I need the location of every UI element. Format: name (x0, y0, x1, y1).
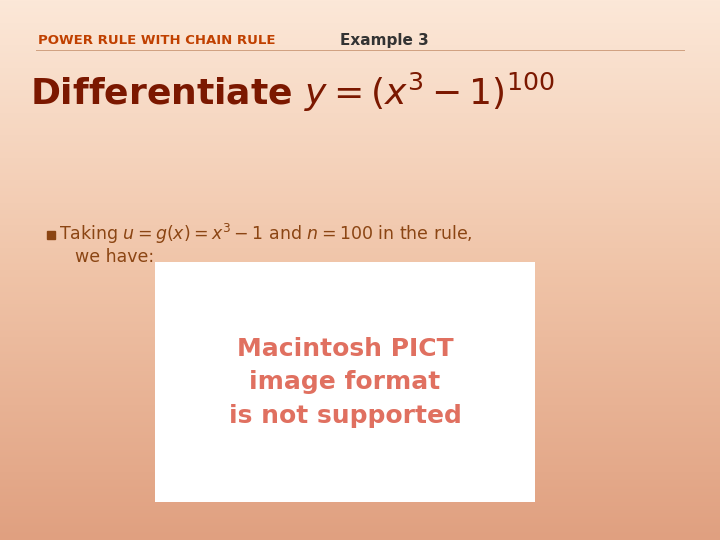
Text: Taking $u = g(x) = x^3 - 1$ and $n = 100$ in the rule,: Taking $u = g(x) = x^3 - 1$ and $n = 100… (59, 222, 472, 246)
Bar (47, 231, 55, 239)
Text: Macintosh PICT
image format
is not supported: Macintosh PICT image format is not suppo… (228, 336, 462, 428)
Text: we have:: we have: (75, 248, 154, 266)
Text: Differentiate $y = (x^3 - 1)^{100}$: Differentiate $y = (x^3 - 1)^{100}$ (30, 70, 555, 113)
Text: POWER RULE WITH CHAIN RULE: POWER RULE WITH CHAIN RULE (38, 33, 276, 46)
Bar (155, 262, 535, 502)
Text: Example 3: Example 3 (340, 32, 428, 48)
